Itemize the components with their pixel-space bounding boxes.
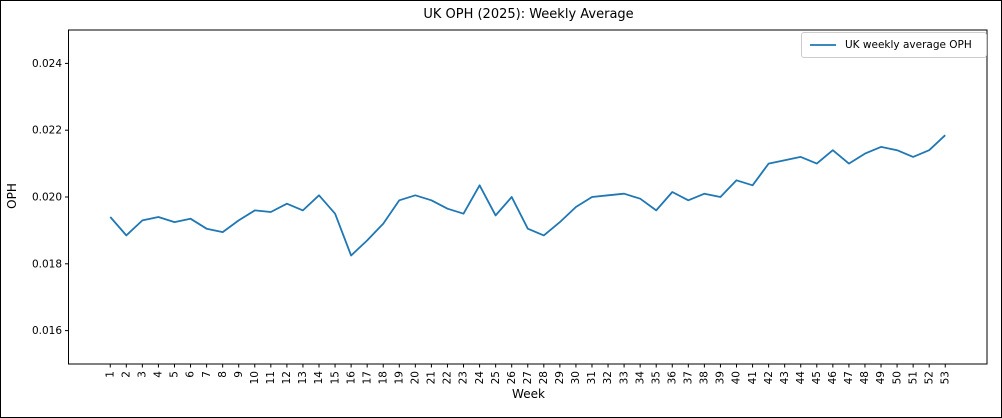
- x-tick-label: 44: [795, 371, 807, 385]
- x-tick-label: 35: [650, 371, 662, 384]
- y-tick-label: 0.022: [32, 125, 62, 137]
- x-tick-label: 45: [811, 371, 823, 384]
- x-tick-label: 26: [506, 371, 518, 385]
- data-line-uk-weekly-average-oph: [109, 134, 946, 257]
- x-tick-label: 47: [843, 371, 855, 384]
- x-tick-label: 19: [393, 371, 405, 384]
- chart-title: UK OPH (2025): Weekly Average: [423, 7, 634, 22]
- x-tick-label: 17: [361, 371, 373, 384]
- x-tick-label: 9: [233, 371, 245, 378]
- x-tick-label: 22: [442, 371, 454, 384]
- x-tick-label: 10: [249, 371, 261, 384]
- x-tick-label: 34: [634, 371, 646, 385]
- x-tick-label: 13: [297, 371, 309, 384]
- x-tick-label: 48: [859, 371, 871, 384]
- x-tick-label: 1: [104, 371, 116, 378]
- x-tick-label: 6: [185, 371, 197, 378]
- x-tick-label: 15: [329, 371, 341, 384]
- x-tick-label: 11: [265, 371, 277, 384]
- x-tick-label: 40: [731, 371, 743, 384]
- y-axis-label: OPH: [5, 183, 19, 209]
- x-tick-label: 37: [683, 371, 695, 384]
- x-tick-label: 4: [153, 371, 165, 378]
- x-tick-label: 38: [699, 371, 711, 384]
- legend-line-sample: [810, 44, 836, 46]
- x-tick-label: 7: [201, 371, 213, 378]
- x-tick-label: 31: [586, 371, 598, 384]
- x-tick-label: 52: [923, 371, 935, 384]
- x-tick-label: 41: [747, 371, 759, 384]
- x-tick-label: 49: [875, 371, 887, 384]
- x-tick-label: 14: [313, 371, 325, 385]
- x-tick-label: 30: [570, 371, 582, 384]
- x-tick-label: 20: [410, 371, 422, 384]
- x-tick-label: 5: [169, 371, 181, 378]
- x-tick-label: 51: [907, 371, 919, 384]
- legend: UK weekly average OPH: [801, 32, 987, 58]
- x-tick-label: 16: [345, 371, 357, 385]
- x-tick-label: 39: [715, 371, 727, 384]
- x-tick-label: 21: [426, 371, 438, 384]
- x-tick-label: 23: [458, 371, 470, 384]
- legend-label: UK weekly average OPH: [845, 39, 972, 51]
- x-tick-label: 12: [281, 371, 293, 384]
- x-tick-label: 2: [121, 371, 133, 378]
- x-tick-label: 53: [939, 371, 951, 384]
- x-tick-label: 18: [377, 371, 389, 384]
- x-tick-label: 36: [666, 371, 678, 385]
- x-tick-label: 3: [137, 371, 149, 378]
- x-tick-label: 43: [779, 371, 791, 384]
- plot-area-spines: [68, 29, 988, 365]
- x-tick-label: 42: [763, 371, 775, 384]
- x-tick-label: 25: [490, 371, 502, 384]
- x-tick-label: 28: [538, 371, 550, 384]
- y-tick-label: 0.018: [32, 258, 62, 270]
- x-tick-label: 50: [891, 371, 903, 384]
- y-tick-label: 0.020: [32, 192, 62, 204]
- x-axis-label: Week: [512, 387, 545, 401]
- x-tick-label: 24: [474, 371, 486, 385]
- x-tick-label: 27: [522, 371, 534, 384]
- x-tick-label: 46: [827, 371, 839, 385]
- y-tick-label: 0.016: [32, 325, 62, 337]
- x-tick-label: 33: [618, 371, 630, 384]
- y-tick-label: 0.024: [32, 58, 62, 70]
- x-tick-label: 8: [217, 371, 229, 378]
- x-tick-label: 32: [602, 371, 614, 384]
- x-tick-label: 29: [554, 371, 566, 384]
